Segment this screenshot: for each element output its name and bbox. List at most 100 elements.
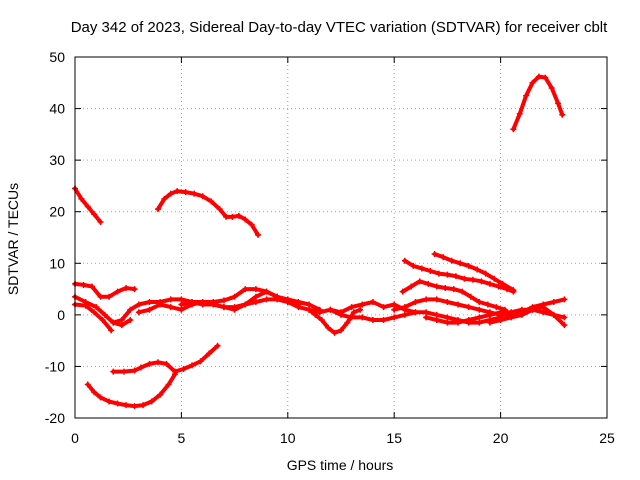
data-point — [167, 190, 174, 197]
data-point — [220, 304, 227, 311]
data-point — [252, 293, 259, 300]
data-point — [435, 270, 442, 277]
data-point — [369, 317, 376, 324]
data-point — [252, 286, 259, 293]
data-point — [197, 358, 204, 365]
data-point — [410, 262, 417, 269]
y-tick-label: -20 — [45, 410, 65, 426]
data-point — [455, 301, 462, 308]
data-point — [399, 288, 406, 295]
data-point — [154, 206, 161, 213]
data-point — [110, 319, 117, 326]
y-tick-label: 20 — [49, 204, 65, 220]
data-point — [216, 206, 223, 213]
data-point — [146, 298, 153, 305]
data-point — [529, 306, 536, 313]
data-point — [137, 364, 144, 371]
data-point — [189, 298, 196, 305]
data-point — [540, 309, 547, 316]
data-point — [433, 311, 440, 318]
data-point — [444, 298, 451, 305]
x-tick-label: 25 — [599, 430, 615, 446]
data-point — [338, 327, 344, 334]
data-point — [97, 293, 104, 300]
data-point — [174, 188, 181, 195]
data-point — [427, 268, 434, 275]
data-point — [255, 231, 262, 238]
data-point — [135, 301, 142, 308]
data-point — [82, 298, 89, 305]
data-point — [93, 304, 100, 311]
data-point — [423, 309, 430, 316]
data-point — [465, 304, 472, 311]
data-point — [474, 266, 481, 273]
data-point — [161, 195, 168, 202]
data-point — [114, 400, 121, 407]
data-point — [123, 402, 130, 409]
data-point — [561, 296, 568, 303]
data-point — [91, 309, 98, 316]
data-point — [295, 304, 302, 311]
x-tick-label: 5 — [178, 430, 186, 446]
data-point — [412, 298, 419, 305]
data-point — [442, 285, 449, 292]
data-point — [114, 288, 121, 295]
data-point — [199, 193, 206, 200]
data-point — [148, 398, 155, 405]
data-point — [555, 100, 562, 107]
data-point — [497, 317, 504, 324]
data-point — [118, 322, 125, 329]
data-point — [338, 311, 344, 318]
data-point — [106, 293, 113, 300]
data-point — [89, 283, 96, 290]
data-point — [99, 317, 106, 324]
data-point — [425, 280, 432, 287]
data-point — [476, 306, 483, 313]
data-point — [131, 403, 138, 410]
data-point — [508, 309, 515, 316]
series-line-arc-4 — [85, 372, 177, 409]
data-point — [263, 296, 270, 303]
data-point — [131, 286, 138, 293]
y-tick-label: 40 — [49, 101, 65, 117]
data-point — [106, 398, 113, 405]
data-point — [91, 389, 98, 396]
data-point — [242, 286, 249, 293]
data-point — [110, 368, 117, 375]
x-tick-label: 0 — [71, 430, 79, 446]
data-point — [467, 293, 474, 300]
data-point — [242, 216, 249, 223]
series-line-arc-5 — [111, 343, 220, 374]
series-layer — [72, 73, 568, 410]
x-tick-label: 15 — [386, 430, 402, 446]
data-point — [380, 304, 387, 311]
data-point — [214, 342, 221, 349]
data-point — [408, 283, 415, 290]
data-point — [433, 317, 440, 324]
data-point — [444, 314, 451, 321]
data-point — [101, 311, 108, 318]
data-point — [540, 304, 547, 311]
data-point — [167, 296, 174, 303]
data-point — [229, 213, 236, 220]
data-point — [499, 280, 506, 287]
data-point — [97, 394, 104, 401]
data-point — [440, 254, 447, 261]
data-point — [189, 362, 196, 369]
data-point — [108, 327, 115, 334]
data-point — [167, 304, 174, 311]
data-point — [348, 304, 355, 311]
data-point — [444, 271, 451, 278]
data-point — [199, 301, 206, 308]
y-tick-label: 50 — [49, 49, 65, 65]
data-point — [418, 265, 425, 272]
data-point — [459, 288, 466, 295]
plot-frame — [74, 56, 608, 419]
data-point — [306, 301, 313, 308]
data-point — [465, 262, 472, 269]
data-point — [178, 301, 185, 308]
data-point — [163, 360, 170, 367]
data-point — [457, 260, 464, 267]
data-point — [252, 298, 259, 305]
data-point — [452, 273, 459, 280]
